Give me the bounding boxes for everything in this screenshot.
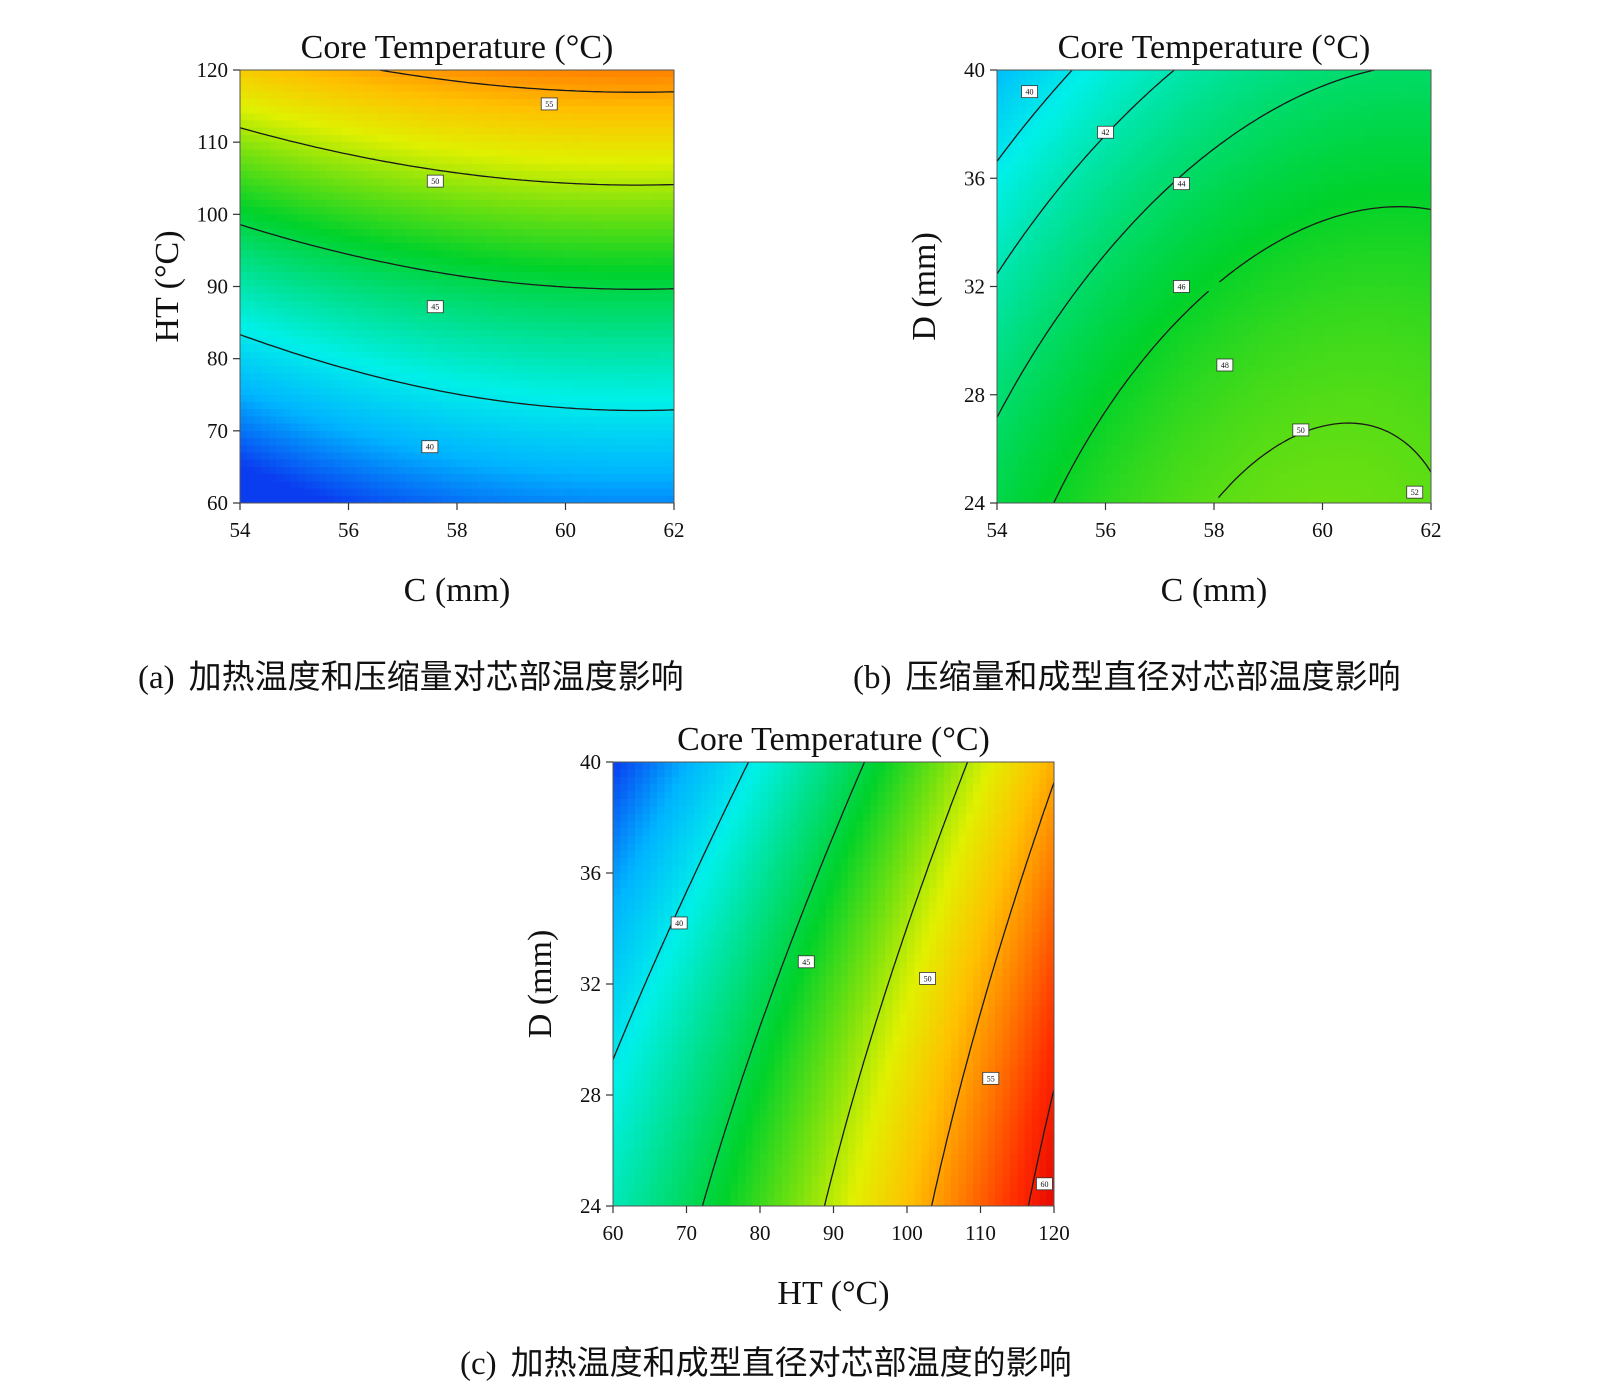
chart-c-ytick-label: 32: [580, 972, 601, 996]
chart-a-contour-label-40: 40: [421, 440, 439, 454]
chart-a-xtick-label: 54: [230, 518, 252, 542]
chart-c-xtick-label: 80: [750, 1221, 771, 1245]
chart-b-ytick-label: 40: [964, 58, 985, 82]
chart-b-ylabel: D (mm): [906, 232, 943, 341]
chart-c-ytick-label: 24: [580, 1194, 602, 1218]
chart-a-ytick-label: 80: [207, 347, 228, 371]
chart-b-contour-40: [997, 70, 1073, 162]
chart-a-xtick-label: 60: [555, 518, 576, 542]
chart-c: 40 45 50 55 60 60 70 80 90 100 110 120 24 28 32 36 40 Cor…: [522, 721, 1070, 1312]
chart-c-ytick-label: 40: [580, 750, 601, 774]
chart-b-contour-label-40: 40: [1021, 85, 1038, 99]
chart-b-contour-label-48: 48: [1216, 358, 1234, 372]
chart-b-xlabel: C (mm): [1161, 572, 1268, 609]
chart-a-ytick-label: 110: [197, 130, 228, 154]
caption-b-text: 压缩量和成型直径对芯部温度影响: [905, 660, 1401, 696]
chart-c-contour-label-50: 50: [919, 972, 936, 985]
chart-a-heatmap: [240, 70, 674, 503]
chart-c-contour-label-55: 55: [982, 1071, 1000, 1085]
chart-a-ytick-label: 90: [207, 275, 228, 299]
svg-text:40: 40: [426, 443, 434, 452]
caption-c: (c) 加热温度和成型直径对芯部温度的影响: [460, 1336, 1072, 1384]
chart-a-xtick-label: 56: [338, 518, 359, 542]
chart-a-contour-label-55: 55: [540, 97, 558, 111]
chart-c-ytick-label: 28: [580, 1083, 601, 1107]
chart-c-contour-45: [701, 762, 866, 1206]
chart-b-xtick-label: 62: [1421, 518, 1442, 542]
chart-c-ytick-label: 36: [580, 861, 601, 885]
chart-c-contour-60: [1027, 1089, 1054, 1206]
chart-a-ytick-label: 60: [207, 491, 228, 515]
chart-b: 40 42 44 46 48 50 52 54 56 58 60 62 24 28 32 36 40 Core T…: [906, 29, 1442, 609]
chart-c-xlabel: HT (°C): [777, 1275, 889, 1312]
chart-b-title: Core Temperature (°C): [1058, 29, 1371, 66]
chart-b-contour-label-44: 44: [1173, 177, 1190, 191]
chart-c-ylabel: D (mm): [522, 930, 559, 1039]
chart-a-xtick-label: 62: [664, 518, 685, 542]
chart-c-heatmap: [613, 762, 1054, 1206]
chart-b-ytick-label: 32: [964, 275, 985, 299]
chart-c-title: Core Temperature (°C): [677, 721, 990, 758]
chart-b-contour-label-42: 42: [1097, 125, 1114, 139]
chart-b-xtick-label: 58: [1204, 518, 1225, 542]
svg-text:50: 50: [431, 177, 439, 186]
caption-a: (a) 加热温度和压缩量对芯部温度影响: [138, 650, 684, 698]
caption-b-tag: (b): [853, 660, 892, 696]
chart-c-xtick-label: 120: [1038, 1221, 1070, 1245]
chart-c-xtick-label: 100: [891, 1221, 923, 1245]
chart-a-ylabel: HT (°C): [149, 230, 186, 342]
chart-a-xlabel: C (mm): [404, 572, 511, 609]
chart-c-xtick-label: 70: [676, 1221, 697, 1245]
chart-c-contour-label-60: 60: [1036, 1177, 1053, 1191]
caption-c-tag: (c): [460, 1346, 497, 1382]
chart-c-contour-label-45: 45: [797, 955, 815, 969]
chart-b-xtick-label: 60: [1312, 518, 1333, 542]
chart-c-xtick-label: 90: [823, 1221, 844, 1245]
svg-text:55: 55: [545, 100, 553, 109]
chart-b-heatmap: [997, 70, 1431, 503]
chart-a: 40 45 50 55 54 56 58 60 62 60 70 80 90 100 110 120 Core …: [149, 29, 685, 609]
chart-b-xtick-label: 56: [1095, 518, 1116, 542]
chart-c-xtick-label: 60: [603, 1221, 624, 1245]
chart-b-contour-46: [1053, 206, 1431, 503]
chart-a-ytick-label: 120: [197, 58, 229, 82]
chart-c-contour-label-40: 40: [670, 916, 688, 930]
chart-b-ytick-label: 36: [964, 166, 985, 190]
caption-a-text: 加热温度和压缩量对芯部温度影响: [188, 660, 684, 696]
chart-c-xtick-label: 110: [965, 1221, 996, 1245]
chart-a-title: Core Temperature (°C): [301, 29, 614, 66]
chart-b-contour-label-52: 52: [1406, 485, 1424, 499]
chart-b-ytick-label: 28: [964, 383, 985, 407]
chart-a-xtick-label: 58: [447, 518, 468, 542]
caption-b: (b) 压缩量和成型直径对芯部温度影响: [853, 650, 1400, 698]
chart-b-contour-label-46: 46: [1173, 280, 1190, 293]
chart-b-ytick-label: 24: [964, 491, 986, 515]
svg-text:45: 45: [431, 303, 439, 312]
chart-a-contour-label-50: 50: [426, 174, 444, 188]
chart-a-contour-45: [240, 223, 674, 290]
caption-a-tag: (a): [138, 660, 175, 696]
chart-c-contour-55: [930, 782, 1054, 1206]
chart-a-ytick-label: 100: [197, 202, 229, 226]
caption-c-text: 加热温度和成型直径对芯部温度的影响: [510, 1346, 1072, 1382]
chart-c-contour-50: [823, 762, 969, 1206]
chart-a-ytick-label: 70: [207, 419, 228, 443]
chart-b-contour-label-50: 50: [1292, 423, 1310, 437]
chart-a-contour-40: [240, 334, 674, 412]
chart-b-xtick-label: 54: [987, 518, 1009, 542]
chart-a-contour-label-45: 45: [426, 300, 444, 314]
chart-a-contour-50: [240, 127, 674, 186]
